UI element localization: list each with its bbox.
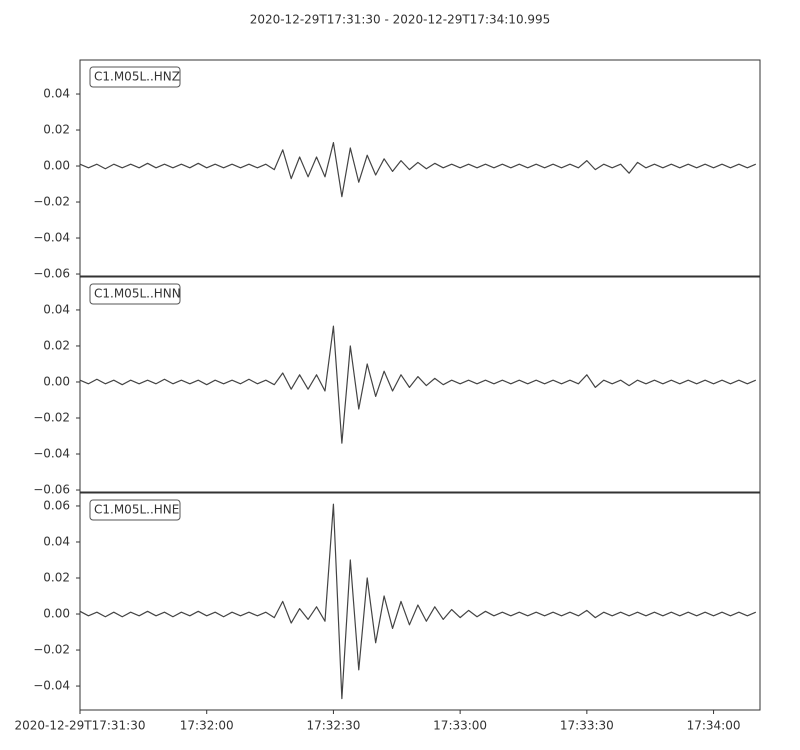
waveform xyxy=(79,142,757,198)
waveform xyxy=(79,325,757,444)
y-tick-label: 0.00 xyxy=(43,374,70,388)
plot-frame xyxy=(79,59,761,277)
y-tick-label: −0.06 xyxy=(33,483,70,497)
y-tick-label: 0.04 xyxy=(43,302,70,316)
waveform xyxy=(79,503,757,700)
x-tick-label: 17:34:00 xyxy=(687,719,741,733)
y-tick-label: −0.04 xyxy=(33,231,70,245)
x-tick-label: 17:32:00 xyxy=(180,719,234,733)
x-tick-label: 2020-12-29T17:31:30 xyxy=(15,719,146,733)
y-tick-label: −0.02 xyxy=(33,410,70,424)
legend-box xyxy=(89,283,181,305)
y-tick-label: 0.02 xyxy=(43,570,70,584)
y-tick-label: −0.02 xyxy=(33,643,70,657)
chart-title: 2020-12-29T17:31:30 - 2020-12-29T17:34:1… xyxy=(250,13,551,27)
plot-frame xyxy=(79,492,761,711)
legend-label: C1.M05L..HNE xyxy=(94,503,179,517)
y-tick-label: 0.04 xyxy=(43,87,70,101)
y-tick-label: 0.06 xyxy=(43,498,70,512)
y-tick-label: 0.00 xyxy=(43,607,70,621)
y-tick-label: −0.06 xyxy=(33,267,70,281)
y-tick-label: 0.02 xyxy=(43,123,70,137)
legend-box xyxy=(89,499,181,521)
y-tick-label: 0.00 xyxy=(43,159,70,173)
legend-box xyxy=(89,66,181,88)
y-tick-label: −0.02 xyxy=(33,195,70,209)
y-tick-label: −0.04 xyxy=(33,679,70,693)
x-tick-label: 17:33:30 xyxy=(560,719,614,733)
y-tick-label: 0.02 xyxy=(43,338,70,352)
y-tick-label: 0.04 xyxy=(43,534,70,548)
plot-frame xyxy=(79,276,761,493)
legend-label: C1.M05L..HNZ xyxy=(94,70,180,84)
x-tick-label: 17:33:00 xyxy=(433,719,487,733)
x-tick-label: 17:32:30 xyxy=(306,719,360,733)
legend-label: C1.M05L..HNN xyxy=(94,287,181,301)
y-tick-label: −0.04 xyxy=(33,447,70,461)
